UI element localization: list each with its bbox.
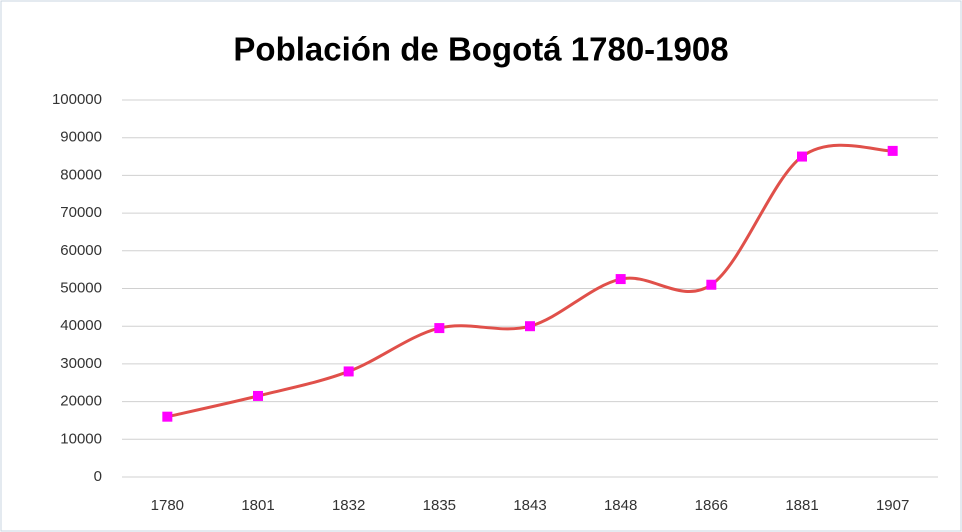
point-marker <box>887 145 898 156</box>
point-marker <box>343 366 354 377</box>
y-tick-label: 40000 <box>60 317 102 334</box>
point-marker <box>434 323 445 334</box>
y-tick-label: 70000 <box>60 204 102 221</box>
y-tick-label: 80000 <box>60 166 102 183</box>
y-tick-label: 60000 <box>60 242 102 259</box>
x-tick-label: 1848 <box>604 497 637 514</box>
chart-title: Población de Bogotá 1780-1908 <box>233 31 728 68</box>
x-tick-label: 1866 <box>695 497 728 514</box>
y-tick-label: 20000 <box>60 393 102 410</box>
y-tick-label: 50000 <box>60 279 102 296</box>
point-marker <box>253 390 263 401</box>
x-tick-label: 1780 <box>151 497 184 514</box>
x-tick-label: 1907 <box>876 497 909 514</box>
y-tick-label: 100000 <box>52 91 102 108</box>
y-tick-label: 30000 <box>60 355 102 372</box>
y-tick-label: 0 <box>94 468 102 485</box>
point-marker <box>706 279 717 290</box>
point-marker <box>797 151 807 162</box>
x-tick-label: 1832 <box>332 497 365 514</box>
x-tick-label: 1801 <box>241 497 274 514</box>
point-marker <box>615 274 626 285</box>
line-series <box>166 143 893 419</box>
x-tick-label: 1843 <box>513 497 546 514</box>
point-marker <box>525 321 535 332</box>
y-tick-label: 90000 <box>60 129 102 146</box>
x-tick-label: 1835 <box>423 497 456 514</box>
x-tick-label: 1881 <box>785 497 818 514</box>
point-marker <box>162 411 173 422</box>
y-tick-label: 10000 <box>60 430 102 447</box>
